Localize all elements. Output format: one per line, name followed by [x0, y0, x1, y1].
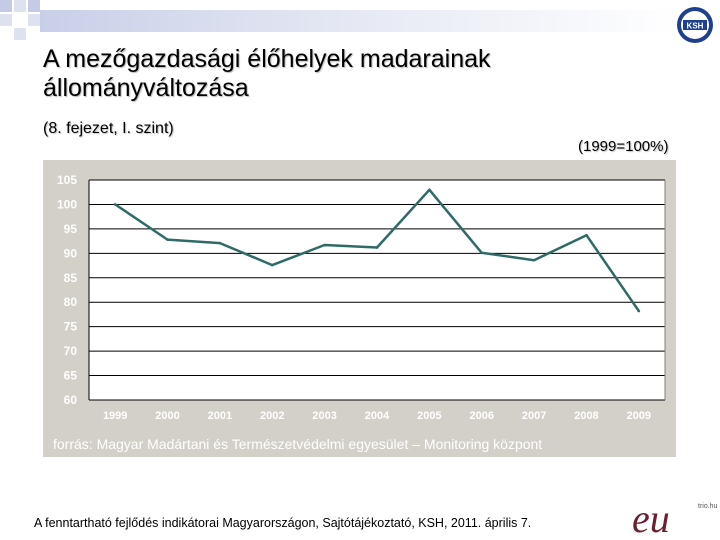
corner-square-4	[0, 14, 12, 26]
corner-square-1	[0, 0, 12, 12]
x-tick-label: 2005	[417, 410, 441, 422]
x-tick-label: 2000	[155, 410, 179, 422]
x-tick-label: 2001	[208, 410, 232, 422]
eu-trio-logo: eu trio.hu	[632, 496, 718, 540]
chart-panel: 105 100 95 90 85 80 75 70 65 60 1999 2000 2001 2002 2…	[43, 160, 676, 457]
x-tick-label: 2008	[574, 410, 598, 422]
eu-logo-text: eu	[632, 496, 670, 540]
y-tick-label: 80	[64, 295, 78, 309]
header-band	[40, 10, 680, 32]
x-tick-label: 2003	[312, 410, 336, 422]
data-point-2003	[323, 243, 326, 247]
x-tick-label: 2004	[365, 410, 390, 422]
x-tick-label: 2002	[260, 410, 284, 422]
base-year-note: (1999=100%)	[578, 138, 669, 155]
trio-logo-text: trio.hu	[698, 503, 718, 510]
data-point-2005	[428, 188, 431, 192]
x-tick-label: 2006	[469, 410, 493, 422]
y-tick-label: 65	[64, 369, 78, 383]
y-tick-label: 60	[64, 393, 78, 407]
y-tick-label: 75	[64, 320, 78, 334]
footer-text: A fenntartható fejlődés indikátorai Magy…	[34, 516, 532, 530]
x-tick-label: 2007	[522, 410, 546, 422]
data-point-1999	[113, 203, 117, 206]
corner-square-2	[14, 0, 26, 12]
ksh-logo: KSH	[677, 7, 713, 43]
data-point-2009	[637, 309, 641, 313]
data-point-2008	[585, 233, 588, 237]
data-point-2007	[532, 258, 536, 262]
y-tick-label: 70	[64, 344, 78, 358]
corner-square-3	[28, 0, 40, 12]
page-title: A mezőgazdasági élőhelyek madarainak áll…	[43, 45, 491, 102]
data-point-2001	[218, 241, 222, 245]
data-point-2000	[166, 238, 169, 241]
data-point-2004	[375, 246, 379, 249]
y-tick-label: 95	[64, 222, 78, 236]
y-tick-label: 105	[57, 173, 77, 187]
y-tick-label: 90	[64, 246, 78, 260]
line-chart: 105 100 95 90 85 80 75 70 65 60 1999 2000 2001 2002 2…	[57, 173, 666, 422]
y-tick-label: 100	[57, 197, 77, 211]
ksh-logo-text: KSH	[687, 22, 704, 31]
x-tick-label: 1999	[103, 410, 127, 422]
data-point-2002	[270, 263, 274, 267]
page-subtitle: (8. fejezet, I. szint)	[43, 120, 174, 137]
y-tick-label: 85	[64, 271, 78, 285]
corner-square-6	[14, 28, 26, 40]
source-note: forrás: Magyar Madártani és Természetvéd…	[53, 436, 543, 452]
data-point-2006	[480, 251, 484, 255]
corner-square-5	[28, 14, 40, 26]
plot-area	[89, 180, 665, 400]
x-tick-label: 2009	[627, 410, 651, 422]
